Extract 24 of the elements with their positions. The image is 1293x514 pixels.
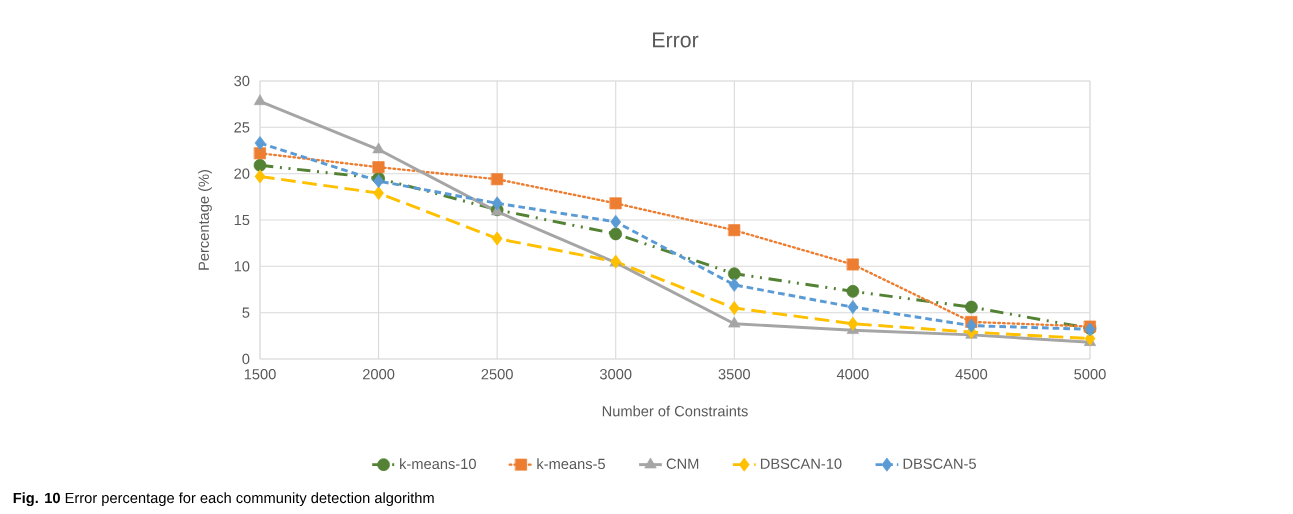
legend-label: k-means-10 — [400, 458, 476, 470]
y-axis-title: Percentage (%) — [198, 169, 212, 270]
legend-label: DBSCAN-5 — [903, 458, 976, 469]
y-tick-label: 5 — [242, 307, 250, 318]
y-tick-label: 10 — [234, 261, 250, 272]
y-tick-label: 0 — [242, 353, 250, 365]
x-tick-label: 1500 — [244, 369, 276, 380]
chart-title: Error — [653, 32, 699, 48]
x-tick-label: 3000 — [599, 369, 632, 380]
x-tick-label: 4500 — [955, 369, 988, 380]
y-tick-label: 30 — [234, 75, 250, 87]
y-tick-label: 15 — [234, 214, 250, 226]
x-tick-label: 2500 — [481, 369, 513, 380]
y-tick-label: 25 — [234, 122, 250, 133]
legend-label: DBSCAN-10 — [760, 458, 842, 469]
x-tick-label: 5000 — [1074, 369, 1106, 380]
x-axis-title: Number of Constraints — [602, 405, 748, 417]
legend-label: k-means-5 — [537, 458, 605, 470]
y-tick-label: 20 — [234, 168, 250, 179]
text: Fig. 10 Error percentage for each community detection algorithm — [13, 492, 434, 507]
legend-label: CNM — [666, 458, 699, 469]
x-tick-label: 2000 — [363, 369, 395, 380]
x-tick-label: 3500 — [718, 369, 751, 380]
x-tick-label: 4000 — [836, 369, 869, 380]
